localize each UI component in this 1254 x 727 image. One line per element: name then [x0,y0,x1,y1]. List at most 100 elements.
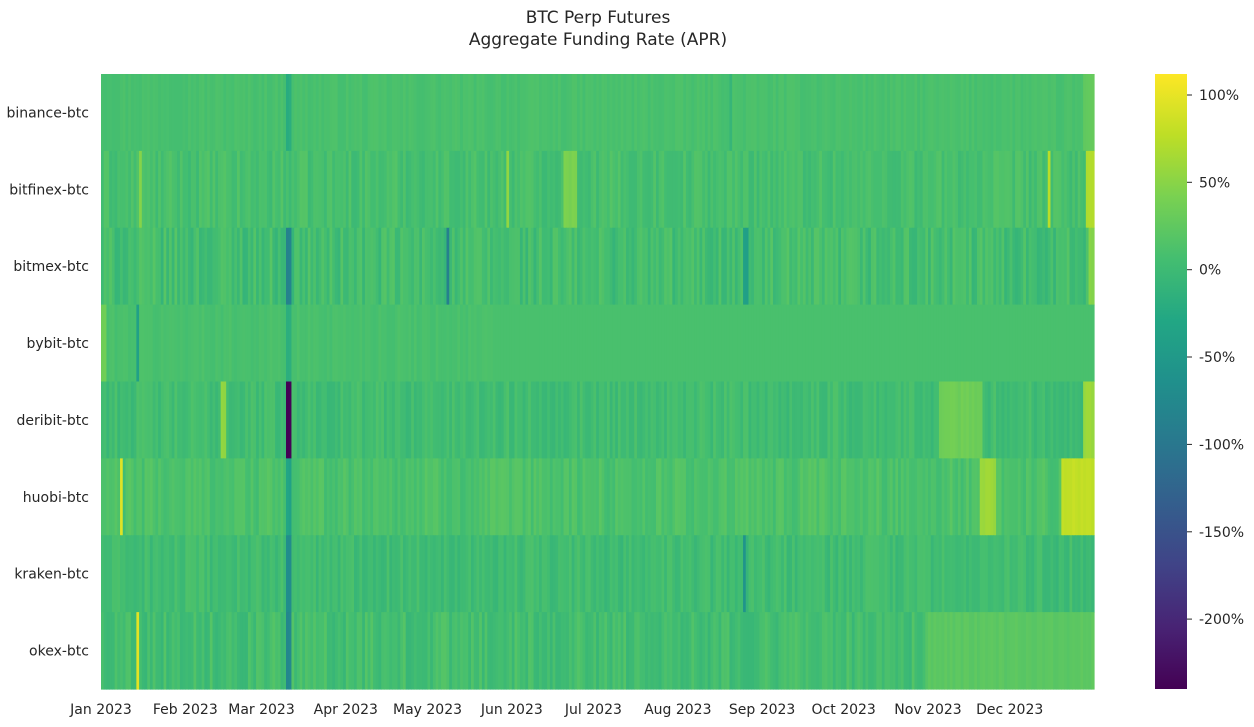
heatmap-cell [405,150,410,229]
heatmap-cell [171,150,176,229]
heatmap-cell [1066,304,1071,383]
heatmap-cell [266,74,271,152]
heatmap-cell [881,612,886,690]
heatmap-cell [1001,458,1005,536]
heatmap-cell [1045,612,1049,690]
heatmap-cell [454,74,458,152]
heatmap-cell [724,304,728,383]
heatmap-cell [188,227,192,306]
heatmap-cell [438,458,442,536]
heatmap-cell [685,227,690,306]
heatmap-cell [596,74,600,152]
heatmap-cell [430,612,434,690]
heatmap-cell [367,612,371,690]
heatmap-cell [819,612,823,690]
heatmap-cell [117,612,121,690]
heatmap-cell [612,381,616,459]
heatmap-cell [163,304,167,383]
heatmap-cell [715,227,720,306]
heatmap-cell [413,150,418,229]
heatmap-cell [215,150,219,229]
heatmap-cell [753,227,758,306]
heatmap-cell [617,458,622,536]
heatmap-cell [245,612,249,690]
heatmap-cell [109,535,113,613]
heatmap-cell [881,74,886,152]
heatmap-cell [808,612,812,690]
heatmap-cell [762,304,766,383]
heatmap-cell [158,304,162,383]
heatmap-cell [394,612,399,690]
heatmap-cell [590,612,595,690]
heatmap-cell [283,535,287,613]
heatmap-cell [849,150,853,229]
heatmap-cell [566,227,570,306]
heatmap-cell [1088,150,1092,229]
heatmap-cell [315,227,320,306]
heatmap-cell [889,304,894,383]
heatmap-cell [895,535,899,613]
heatmap-cell [957,612,962,690]
heatmap-cell [691,612,695,690]
heatmap-cell [710,612,714,690]
heatmap-cell [544,74,548,152]
heatmap-cell [612,458,616,536]
heatmap-cell [109,74,113,152]
heatmap-cell [862,74,867,152]
y-tick-label: deribit-btc [16,413,89,429]
heatmap-cell [277,381,282,459]
heatmap-cell [721,74,725,152]
heatmap-cell [993,381,997,459]
heatmap-cell [408,612,412,690]
heatmap-cell [457,227,461,306]
heatmap-cell [269,612,273,690]
heatmap-cell [1036,74,1041,152]
heatmap-cell [756,535,760,613]
heatmap-cell [389,612,393,690]
heatmap-cell [734,304,739,383]
heatmap-cell [245,304,249,383]
heatmap-cell [215,304,219,383]
heatmap-cell [315,458,320,536]
heatmap-cell [484,535,488,613]
heatmap-cell [647,535,652,613]
heatmap-cell [800,458,804,536]
heatmap-cell [258,458,263,536]
heatmap-cell [139,612,143,690]
heatmap-cell [149,458,154,536]
heatmap-cell [345,612,350,690]
heatmap-cell [751,150,755,229]
heatmap-cell [343,612,347,690]
heatmap-cell [166,381,170,459]
heatmap-cell [1023,304,1027,383]
heatmap-cell [792,458,796,536]
heatmap-cell [171,227,176,306]
heatmap-cell [465,304,469,383]
heatmap-cell [985,150,989,229]
heatmap-cell [511,227,516,306]
heatmap-cell [343,535,347,613]
heatmap-cell [1028,227,1033,306]
heatmap-cell [593,381,597,459]
heatmap-cell [381,612,385,690]
heatmap-cell [957,227,962,306]
heatmap-cell [873,535,877,613]
heatmap-cell [653,458,657,536]
heatmap-cell [724,74,728,152]
heatmap-cell [1025,74,1030,152]
heatmap-cell [615,74,619,152]
heatmap-cell [568,150,573,229]
heatmap-cell [661,535,665,613]
heatmap-cell [792,381,796,459]
heatmap-cell [264,612,268,690]
heatmap-cell [1077,458,1081,536]
heatmap-cell [626,227,630,306]
heatmap-cell [909,304,913,383]
heatmap-cell [451,381,456,459]
heatmap-cell [237,458,241,536]
heatmap-cell [617,150,622,229]
heatmap-cell [258,612,263,690]
heatmap-cell [511,458,516,536]
heatmap-cell [764,535,769,613]
heatmap-cell [800,74,804,152]
